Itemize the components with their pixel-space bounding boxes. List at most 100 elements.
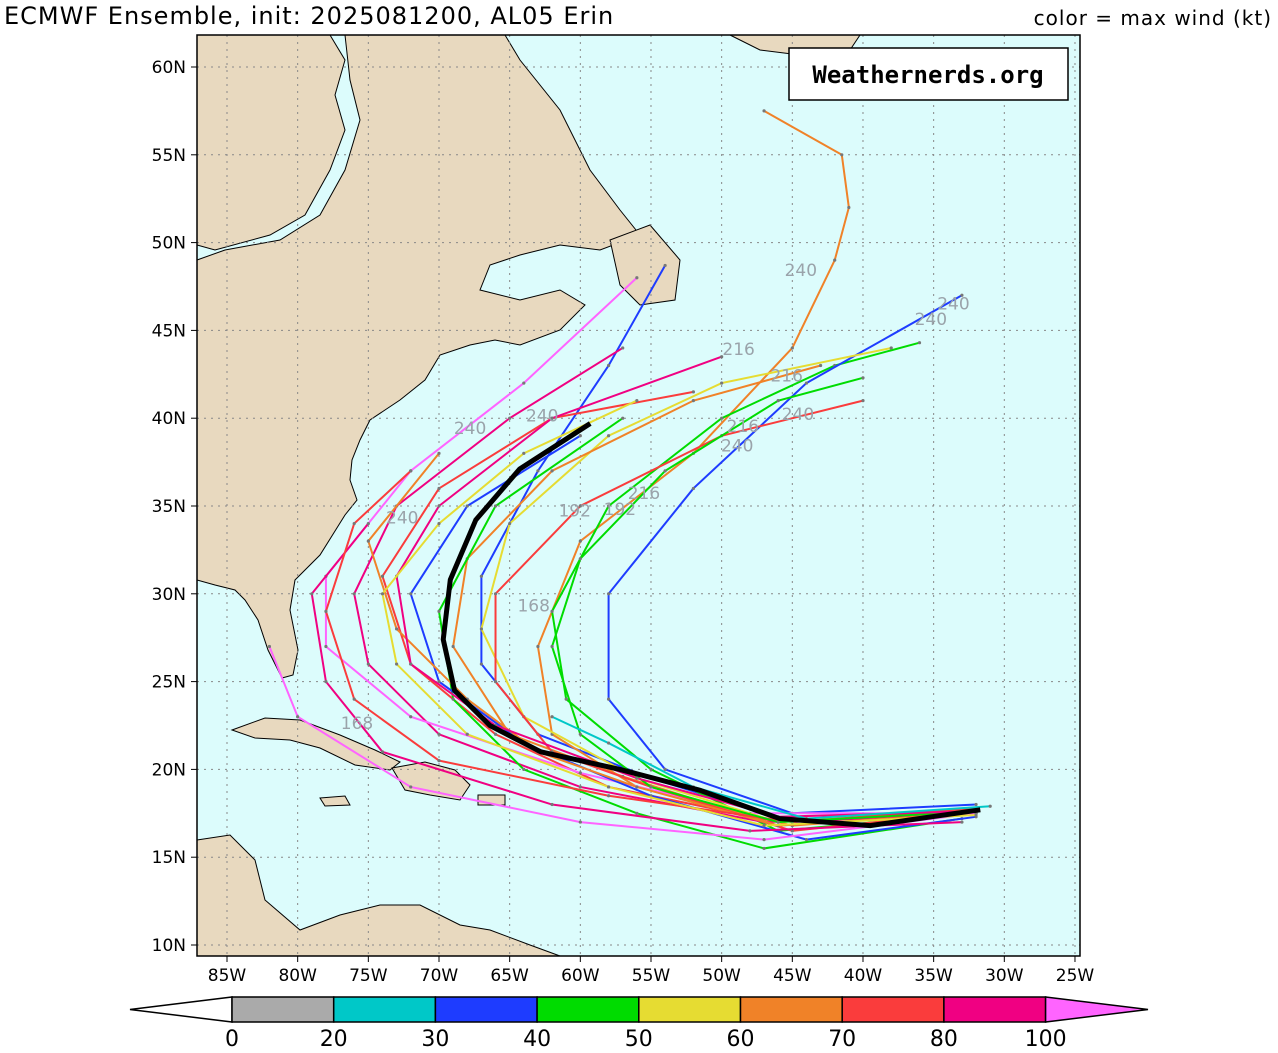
lon-tick-label: 80W [278,966,317,986]
cuba-land [230,717,401,771]
forecast-hour-label: 216 [727,417,759,437]
track-point [550,802,554,807]
track-point [720,381,724,385]
track-point [691,486,695,491]
track-point [635,399,639,403]
axis-ticks: 85W 80W 75W 70W 65W 60W 55W 50W 45W 40W 35W 30W 25W 6… [152,58,1095,986]
watermark-box [788,47,1069,101]
track-point [296,715,300,719]
forecast-hour-labels: 2402402402162162402162402402401921922161… [341,261,970,734]
track-point [635,811,639,815]
forecast-hour-label: 168 [341,714,373,734]
track-point [550,469,554,473]
track-point [974,802,978,807]
forecast-hour-label: 216 [628,484,660,504]
track-point [776,399,780,403]
track-point [974,813,978,817]
colorbar-under-arrow [129,996,233,1023]
track-point [606,697,611,701]
track-point [394,627,399,631]
lon-tick-label: 55W [632,966,671,986]
colorbar-segment [536,996,640,1023]
ensemble-member-track [268,646,977,841]
track-point [267,644,271,649]
track-point [960,293,964,297]
track-point [380,750,385,754]
lon-tick-label: 35W [914,966,953,986]
track-point [606,785,611,789]
track-point [663,469,667,473]
ensemble-member-track [437,417,963,850]
lat-tick-label: 45N [152,321,186,341]
track-point [776,820,780,824]
track-point [578,771,582,775]
track-point [522,451,526,455]
track-point [578,557,582,561]
colorbar-label: 20 [320,1027,348,1052]
track-point [917,341,922,345]
lon-tick-label: 50W [702,966,741,986]
track-point [493,592,498,596]
track-point [366,662,370,666]
colorbar-segment [943,996,1047,1023]
colorbar-segment [739,996,843,1023]
track-point [479,574,483,578]
track-point [465,504,469,508]
track-point [861,399,865,403]
track-point [762,109,766,113]
track-point [720,355,724,359]
lon-tick-label: 40W [844,966,883,986]
track-point [550,416,554,420]
track-point [437,609,441,613]
forecast-hour-label: 240 [782,405,814,425]
lon-tick-label: 70W [420,966,459,986]
track-point [635,776,639,780]
track-point [550,644,554,649]
track-point [324,644,328,649]
track-point [380,592,385,596]
colorbar-label: 40 [523,1027,551,1052]
lat-tick-label: 35N [152,497,186,517]
ensemble-member-track [409,434,977,841]
track-point [804,381,809,385]
track-point [493,732,498,736]
track-point [493,680,498,684]
forecast-hour-label: 240 [454,419,486,439]
lat-tick-label: 60N [152,58,186,78]
track-point [840,153,844,157]
track-point [437,521,441,526]
track-point [352,592,356,596]
track-point [578,539,582,543]
track-point [790,346,794,350]
lat-tick-label: 20N [152,760,186,780]
forecast-hour-label: 216 [722,340,754,360]
track-point [621,416,625,420]
lat-tick-label: 15N [152,848,186,868]
watermark-text: Weathernerds.org [812,61,1043,89]
track-point [606,363,611,368]
track-point [691,399,695,403]
track-point [606,794,611,798]
track-point [606,741,611,745]
track-point [663,263,667,268]
lon-tick-label: 45W [773,966,812,986]
hispaniola-land [391,761,471,801]
forecast-hour-label: 168 [517,596,549,616]
track-point [479,627,483,631]
colorbar-segment [434,996,538,1023]
track-point [451,644,455,649]
lat-tick-label: 25N [152,673,186,693]
track-point [437,451,441,455]
track-point [352,697,356,701]
track-point [409,469,413,473]
track-point [352,521,356,526]
track-point [578,785,582,789]
track-point [578,732,582,736]
track-point [564,697,568,701]
colorbar-segment [231,996,335,1023]
track-point [762,846,766,851]
track-point [606,504,611,508]
newfoundland-land [609,224,681,306]
track-point [479,662,483,666]
track-point [437,680,441,684]
